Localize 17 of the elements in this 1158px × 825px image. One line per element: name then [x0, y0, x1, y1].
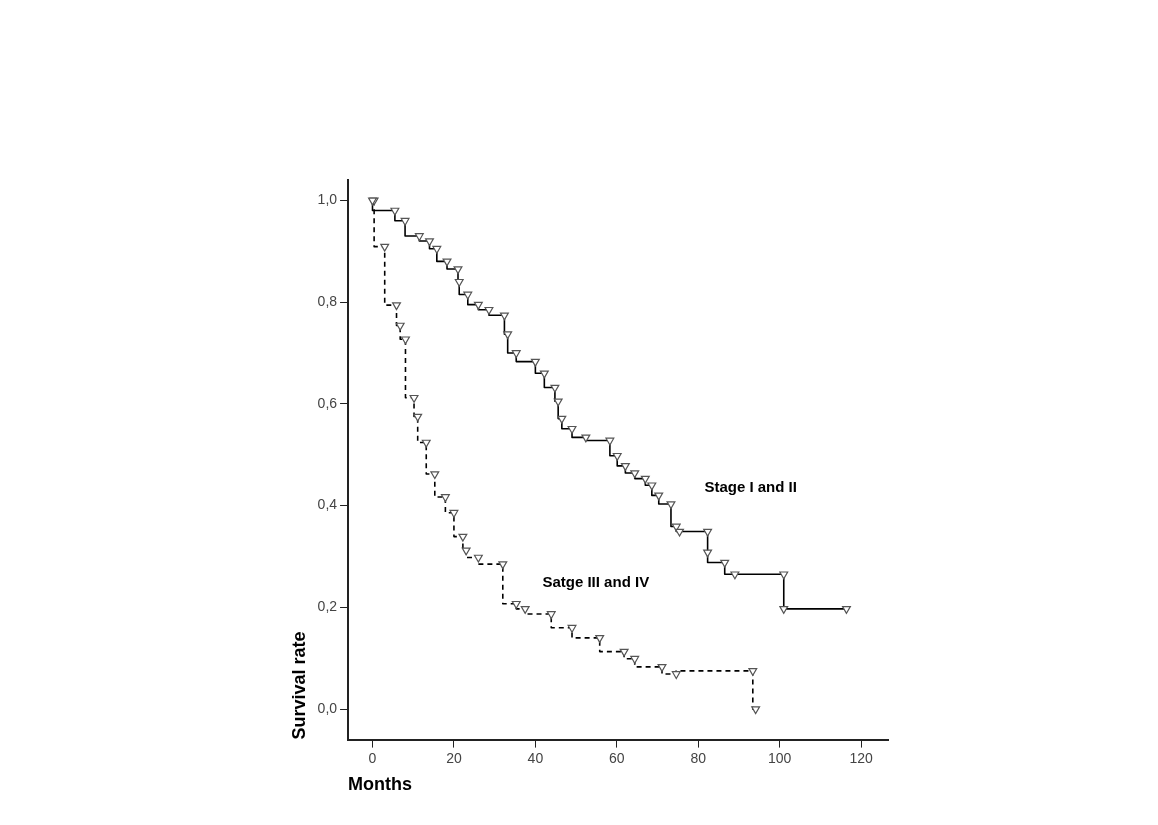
x-tick-label: 20 [446, 749, 462, 766]
y-tick-label: 0,6 [317, 394, 338, 411]
x-axis-title: Months [348, 774, 413, 795]
x-tick-label: 80 [690, 749, 707, 766]
x-tick-label: 100 [768, 749, 792, 766]
y-tick-label: 1,0 [317, 191, 338, 208]
y-tick-label: 0,8 [317, 292, 338, 309]
x-tick-label: 0 [368, 749, 377, 766]
y-axis-title: Survival rate [288, 631, 309, 740]
y-tick-label: 0,2 [317, 598, 338, 615]
y-tick-label: 0,4 [317, 496, 338, 513]
series-label: Satge III and IV [542, 573, 650, 591]
y-tick-label: 0,0 [317, 699, 338, 716]
x-tick-label: 60 [609, 749, 625, 766]
x-tick-label: 40 [527, 749, 544, 766]
x-tick-label: 120 [849, 749, 874, 766]
text: Stage I and II [704, 477, 797, 495]
